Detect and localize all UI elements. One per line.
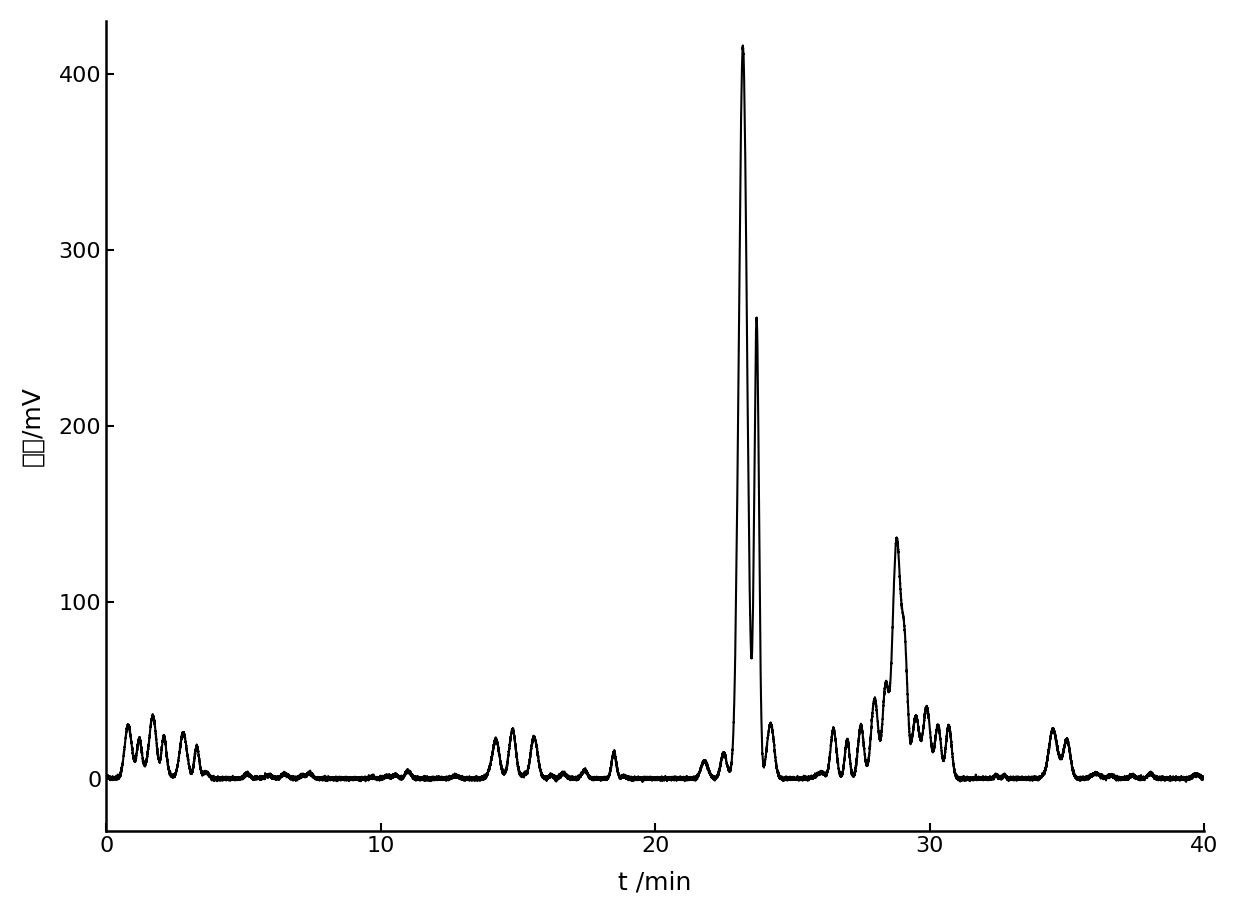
Y-axis label: 信号/mV: 信号/mV	[21, 386, 45, 466]
X-axis label: t /min: t /min	[618, 870, 691, 894]
